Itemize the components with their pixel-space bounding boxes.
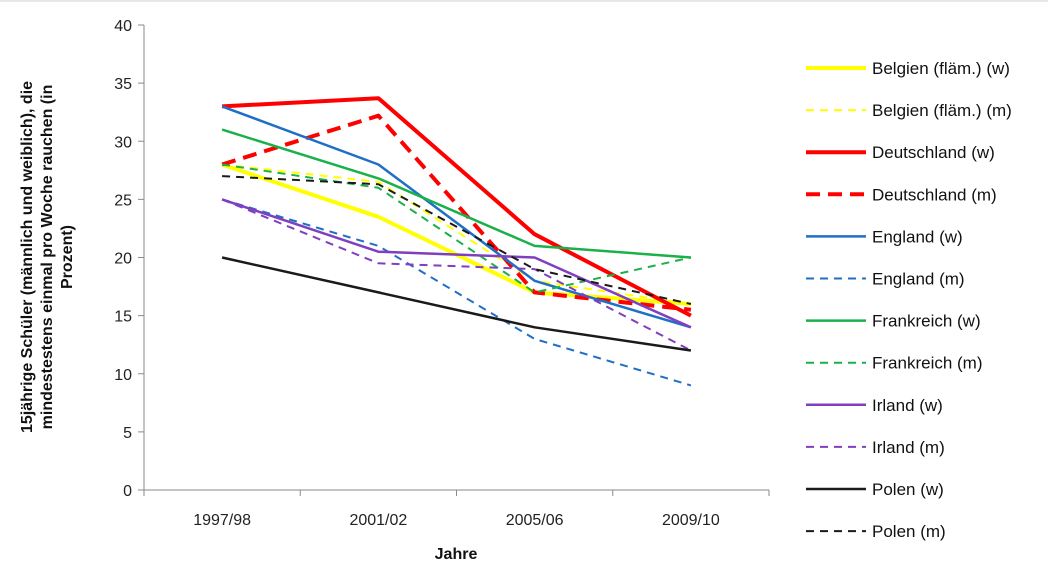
- y-tick-label: 35: [114, 76, 132, 93]
- x-axis-title: Jahre: [435, 546, 478, 563]
- legend-label-1: Belgien (fläm.) (m): [872, 101, 1012, 120]
- y-tick-label: 40: [114, 18, 132, 35]
- y-axis-title-line-3: Prozent): [59, 225, 76, 289]
- legend: Belgien (fläm.) (w) Belgien (fläm.) (m) De…: [806, 59, 1012, 541]
- series-line-4: [221, 105, 692, 329]
- series-line-5: [221, 198, 692, 387]
- series-line-9: [221, 198, 692, 352]
- y-axis-title-line-1: 15jährige Schüler (männlich und weiblich…: [19, 81, 36, 433]
- y-tick-label: 25: [114, 192, 132, 209]
- x-tick-label: 2009/10: [662, 512, 720, 529]
- legend-label-11: Polen (m): [872, 522, 946, 541]
- x-ticks: 1997/98 2001/02 2005/06 2009/10: [143, 490, 770, 529]
- y-tick-label: 30: [114, 134, 132, 151]
- series-line-11: [222, 175, 692, 305]
- x-tick-label: 2001/02: [349, 512, 407, 529]
- y-axis-title-line-2: mindestestens einmal pro Woche rauchen (…: [39, 85, 56, 430]
- legend-label-3: Deutschland (m): [872, 185, 997, 204]
- legend-label-9: Irland (m): [872, 438, 945, 457]
- legend-label-6: Frankreich (w): [872, 312, 981, 331]
- x-tick-label: 1997/98: [193, 512, 251, 529]
- y-ticks: 0 5 10 15 20 25 30 35 40: [114, 18, 144, 500]
- x-tick-label: 2005/06: [506, 512, 564, 529]
- series-lines: [221, 96, 692, 387]
- legend-label-7: Frankreich (m): [872, 354, 983, 373]
- y-tick-label: 10: [114, 367, 132, 384]
- series-line-8: [221, 198, 692, 329]
- y-tick-label: 5: [123, 425, 132, 442]
- legend-label-8: Irland (w): [872, 396, 943, 415]
- y-tick-label: 0: [123, 483, 132, 500]
- y-tick-label: 20: [114, 251, 132, 268]
- legend-label-2: Deutschland (w): [872, 143, 995, 162]
- legend-label-4: England (w): [872, 227, 963, 246]
- series-line-7: [221, 163, 692, 294]
- series-line-6: [221, 128, 691, 259]
- legend-label-0: Belgien (fläm.) (w): [872, 59, 1010, 78]
- y-axis-title: 15jährige Schüler (männlich und weiblich…: [19, 81, 76, 433]
- legend-label-10: Polen (w): [872, 480, 944, 499]
- legend-label-5: England (m): [872, 270, 965, 289]
- series-line-10: [221, 256, 692, 352]
- y-tick-label: 15: [114, 309, 132, 326]
